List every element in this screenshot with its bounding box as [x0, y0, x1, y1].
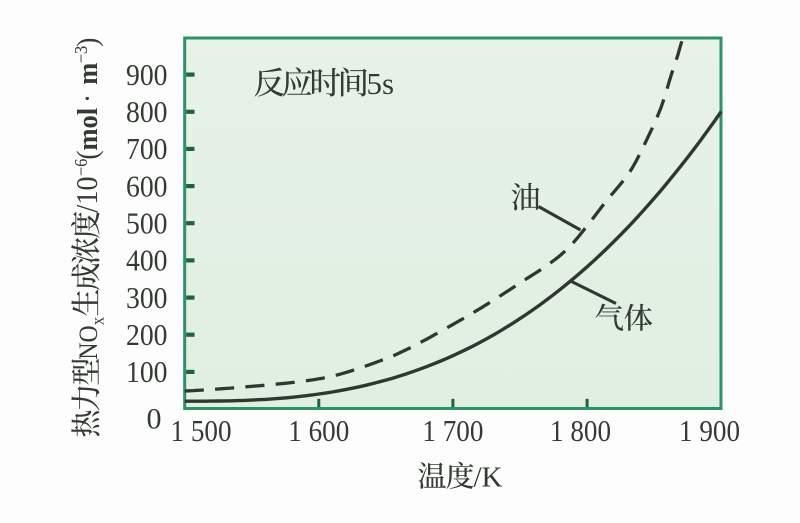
svg-text:800: 800	[126, 94, 168, 129]
svg-text:mol: mol	[72, 108, 104, 151]
svg-text:100: 100	[126, 354, 168, 389]
svg-text:−3: −3	[71, 46, 91, 64]
svg-text:/K: /K	[474, 462, 503, 494]
svg-text:−6: −6	[71, 158, 91, 176]
svg-text:1 700: 1 700	[422, 413, 483, 448]
svg-text:0: 0	[147, 402, 162, 435]
svg-text:1 900: 1 900	[679, 413, 740, 448]
svg-text:m: m	[72, 63, 104, 85]
svg-text:600: 600	[126, 168, 168, 203]
svg-text:x: x	[88, 317, 108, 326]
svg-text:·: ·	[71, 94, 104, 103]
svg-text:400: 400	[126, 243, 168, 278]
svg-text:NO: NO	[75, 325, 103, 359]
svg-text:200: 200	[126, 317, 168, 352]
svg-text:(: (	[71, 151, 104, 160]
svg-text:900: 900	[126, 57, 168, 92]
svg-text:500: 500	[126, 206, 168, 241]
svg-text:/10: /10	[71, 176, 104, 212]
svg-text:1 800: 1 800	[550, 413, 611, 448]
svg-text:700: 700	[126, 131, 168, 166]
svg-text:): )	[71, 38, 104, 47]
svg-text:5s: 5s	[367, 66, 395, 101]
svg-text:1 600: 1 600	[288, 413, 349, 448]
svg-text:300: 300	[126, 280, 168, 315]
svg-text:1 500: 1 500	[171, 413, 232, 448]
